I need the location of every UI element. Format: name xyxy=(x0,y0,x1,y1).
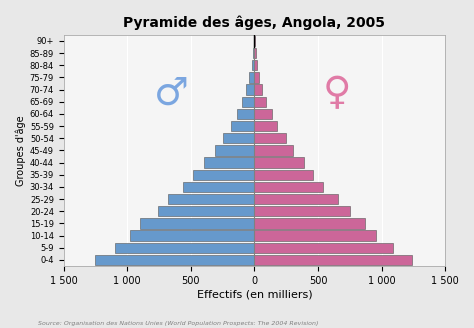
Title: Pyramide des âges, Angola, 2005: Pyramide des âges, Angola, 2005 xyxy=(123,15,385,30)
Bar xyxy=(168,194,255,204)
Bar xyxy=(255,230,376,241)
Bar xyxy=(255,255,412,265)
Bar xyxy=(255,96,266,107)
Bar xyxy=(183,182,255,192)
Bar xyxy=(231,121,255,131)
Bar xyxy=(237,109,255,119)
Bar xyxy=(255,84,262,95)
Y-axis label: Groupes d'âge: Groupes d'âge xyxy=(15,115,26,186)
Bar xyxy=(252,60,255,71)
Text: ♂: ♂ xyxy=(155,74,189,113)
Text: Source: Organisation des Nations Unies (World Population Prospects: The 2004 Rev: Source: Organisation des Nations Unies (… xyxy=(38,321,319,326)
Bar xyxy=(255,157,304,168)
Bar xyxy=(255,218,365,229)
Bar xyxy=(203,157,255,168)
Bar xyxy=(242,96,255,107)
Text: ♀: ♀ xyxy=(323,74,351,113)
Bar xyxy=(255,121,277,131)
Bar xyxy=(253,48,255,58)
Bar xyxy=(255,133,285,143)
Bar xyxy=(130,230,255,241)
Bar xyxy=(249,72,255,83)
Bar xyxy=(215,145,255,155)
Bar xyxy=(254,36,255,46)
Bar xyxy=(255,145,292,155)
Bar xyxy=(223,133,255,143)
Bar xyxy=(255,206,350,216)
Bar xyxy=(193,170,255,180)
Bar xyxy=(255,243,393,253)
Bar xyxy=(95,255,255,265)
Bar xyxy=(255,182,323,192)
Bar xyxy=(246,84,255,95)
Bar xyxy=(140,218,255,229)
Bar xyxy=(255,72,259,83)
Bar xyxy=(255,194,338,204)
X-axis label: Effectifs (en milliers): Effectifs (en milliers) xyxy=(197,290,312,300)
Bar xyxy=(255,60,257,71)
Bar xyxy=(158,206,255,216)
Bar xyxy=(255,170,313,180)
Bar xyxy=(115,243,255,253)
Bar xyxy=(255,109,272,119)
